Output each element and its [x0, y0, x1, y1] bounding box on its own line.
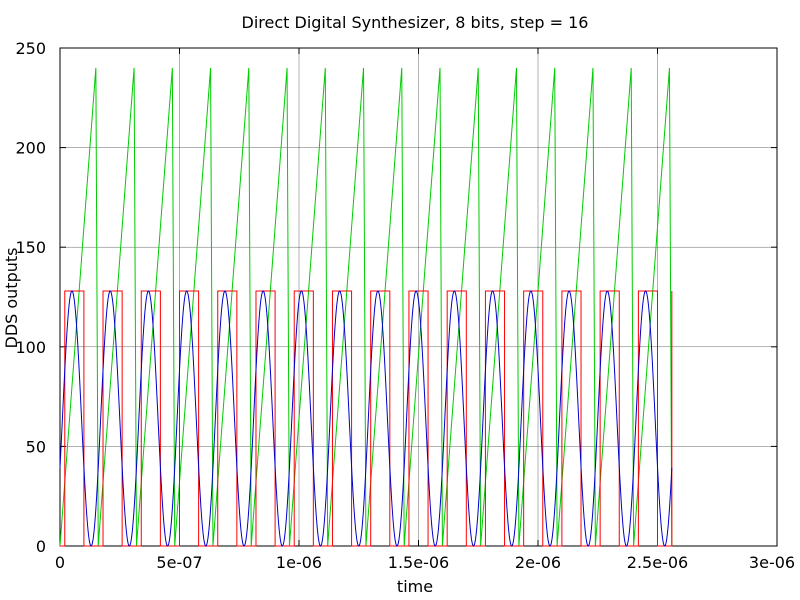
- x-tick-labels: 0 5e-07 1e-06 1.5e-06 2e-06 2.5e-06 3e-06: [55, 553, 795, 572]
- x-tick-label: 2.5e-06: [627, 553, 688, 572]
- y-tick-label: 250: [15, 39, 46, 58]
- x-tick-label: 3e-06: [749, 553, 795, 572]
- y-tick-label: 50: [26, 437, 46, 456]
- series-line-sine: [59, 290, 673, 547]
- x-tick-label: 1.5e-06: [388, 553, 449, 572]
- y-tick-label: 0: [36, 537, 46, 556]
- y-tick-label: 100: [15, 338, 46, 357]
- y-axis-label: DDS outputs: [2, 248, 21, 349]
- x-tick-label: 1e-06: [276, 553, 322, 572]
- y-tick-labels: 0 50 100 150 200 250: [15, 39, 46, 556]
- x-tick-label: 0: [55, 553, 65, 572]
- y-tick-label: 150: [15, 238, 46, 257]
- series-layer: [59, 67, 673, 547]
- plot-frame: [59, 47, 778, 547]
- x-axis-label: time: [397, 577, 433, 596]
- x-tick-label: 5e-07: [156, 553, 202, 572]
- series-line-square: [60, 290, 673, 547]
- x-tick-label: 2e-06: [515, 553, 561, 572]
- y-tick-label: 200: [15, 139, 46, 158]
- chart-title: Direct Digital Synthesizer, 8 bits, step…: [242, 13, 589, 32]
